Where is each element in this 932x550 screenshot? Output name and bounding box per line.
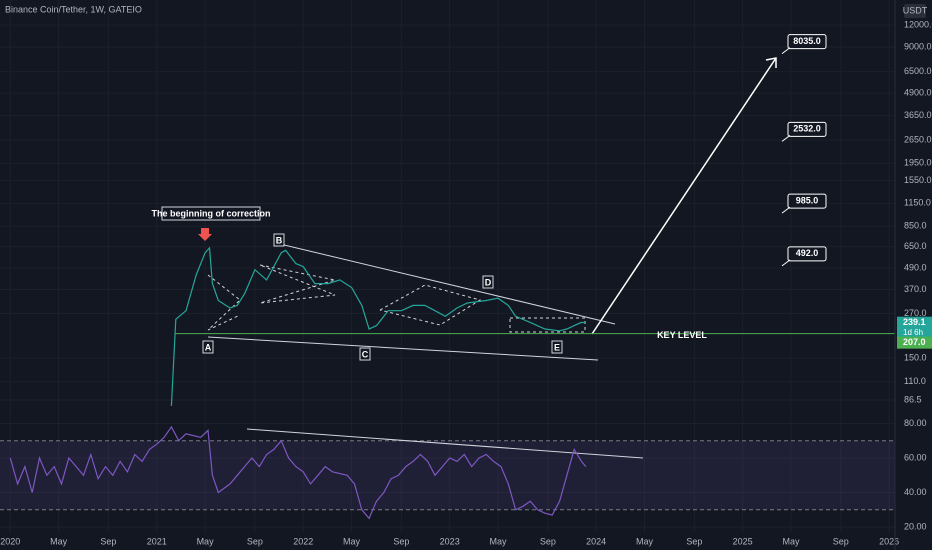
x-tick-label: May [50,536,68,546]
x-tick-label: 2026 [879,536,899,546]
point-box [482,275,494,289]
y-tick-label: 1550.0 [904,175,932,185]
y-tick-label: 110.0 [904,376,926,386]
y-tick-label: 86.5 [904,394,922,404]
target-box [787,121,827,137]
y-tick-label: 4900.0 [904,88,932,98]
point-labels: A B C D E [202,233,563,361]
price-tag-label: 207.0 [903,337,926,347]
x-tick-label: May [490,536,508,546]
pattern [379,284,482,326]
target-stub [781,206,791,214]
point-box [551,340,563,354]
x-tick-label: May [197,536,215,546]
x-tick-label: Sep [686,536,702,546]
y-tick-label: 490.0 [904,263,927,273]
point-label: B [276,235,283,245]
x-tick-label: Sep [247,536,263,546]
series-line [9,425,587,520]
x-tick-label: Sep [833,536,849,546]
x-tick-label: 2024 [586,536,606,546]
rsi-band [0,440,895,510]
x-tick-label: Sep [100,536,116,546]
x-tick-label: May [636,536,654,546]
y-tick-label: 2650.0 [904,134,932,144]
target-stub [781,134,791,142]
x-tick-label: 2022 [293,536,313,546]
chart-title: Binance Coin/Tether, 1W, GATEIO [5,4,142,14]
target-box [787,193,827,209]
annotation: The beginning of correction [152,208,271,218]
x-tick-label: Sep [540,536,556,546]
callout [161,206,261,221]
y-tick-label: 9000.0 [904,41,932,51]
y-tick-label: 40.00 [904,487,927,497]
x-tick-label: May [343,536,361,546]
x-tick-label: 2025 [733,536,753,546]
target-label: 985.0 [796,195,819,205]
target-stub [781,47,791,54]
x-tick-label: May [782,536,800,546]
target-box [787,34,827,50]
pattern [259,264,336,304]
grid [0,440,895,511]
y-tick-label: 1150.0 [904,198,931,208]
pattern [509,317,586,333]
y-tick-label: 1950.0 [904,158,932,168]
currency: USDT [903,5,928,15]
currency-box [904,4,926,18]
target-label: 2532.0 [793,124,821,134]
y-tick-label: 80.00 [904,418,927,428]
trendline [279,243,616,325]
target-arrow [591,57,777,335]
x-tick-label: Sep [393,536,409,546]
arrow-head [765,57,777,68]
point-label: D [485,277,492,287]
series-line [170,246,586,406]
point-box [202,340,214,354]
target-label: 492.0 [796,248,819,258]
target-stub [781,259,791,267]
trendline [207,336,599,361]
y-tick-label: 270.0 [904,308,927,318]
pattern [207,274,241,331]
point-label: C [362,349,369,359]
point-box [273,233,285,247]
y-tick-label: 370.0 [904,284,927,294]
key-level-text: KEY LEVEL [657,330,707,340]
y-tick-label: 12000.0 [904,19,932,29]
y-tick-label: 3650.0 [904,110,932,120]
point-label: E [554,342,560,352]
x-tick-label: 2023 [440,536,460,546]
x-tick-label: 2020 [0,536,20,546]
price-tag-label: 239.1 [903,317,926,327]
y-tick-label: 850.0 [904,221,927,231]
price-tag [897,316,932,339]
target-label: 8035.0 [793,36,821,46]
y-tick-label: 6500.0 [904,66,932,76]
countdown: 1d 6h [903,328,923,337]
target-box [787,246,827,262]
y-tick-label: 150.0 [904,352,927,362]
y-tick-label: 650.0 [904,241,927,251]
arrow-down [198,228,212,241]
y-tick-label: 60.00 [904,452,927,462]
x-tick-label: 2021 [147,536,167,546]
point-box [359,347,371,361]
price-tag [897,336,932,349]
y-tick-label: 20.00 [904,521,927,531]
point-label: A [205,342,212,352]
